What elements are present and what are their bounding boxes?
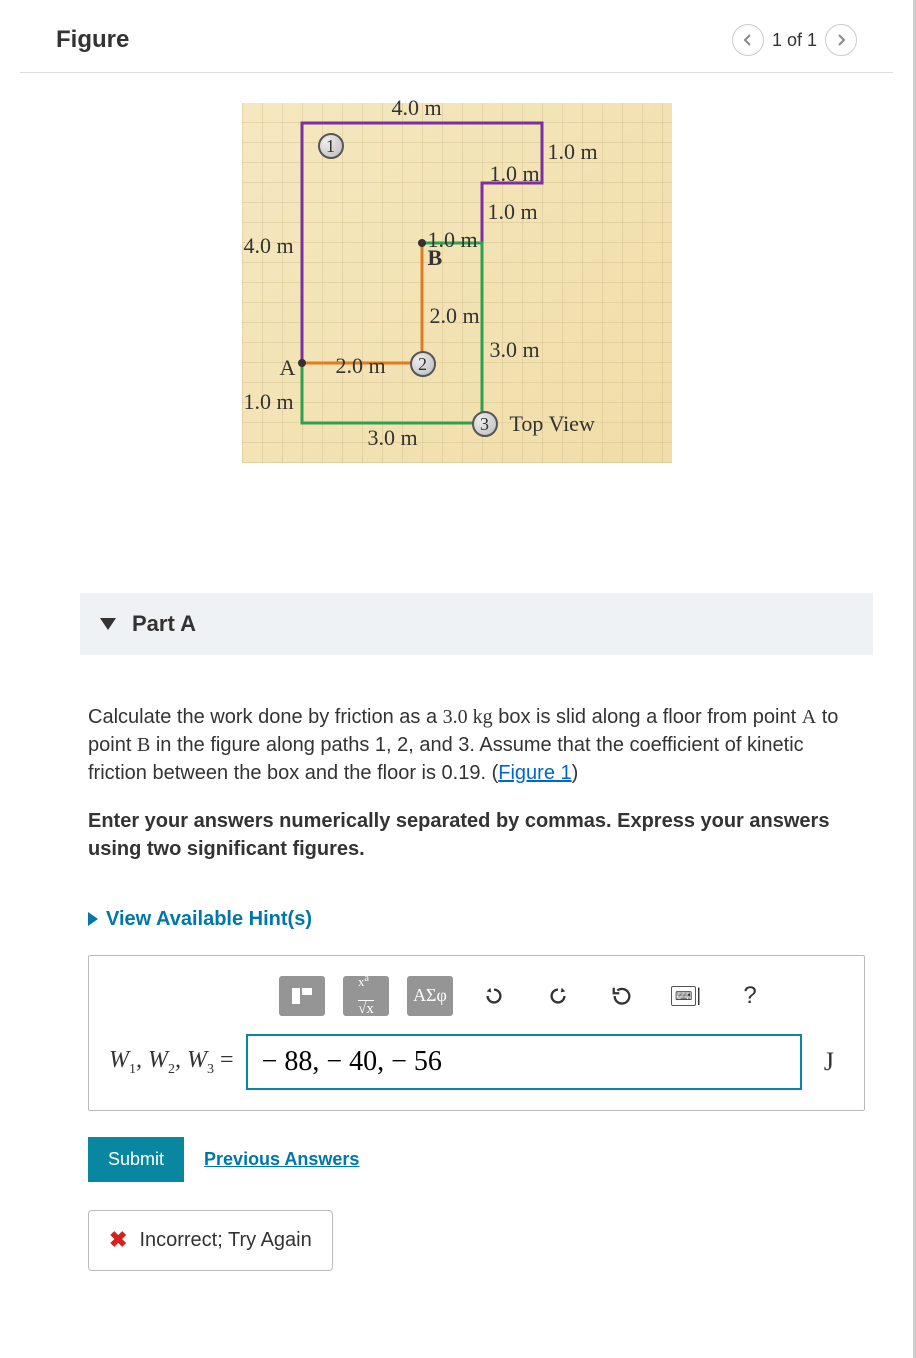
path-marker-3: 3 (472, 411, 498, 437)
path-marker-2: 2 (410, 351, 436, 377)
view-hints-toggle[interactable]: View Available Hint(s) (88, 905, 312, 933)
equation-toolbar: xa√x ΑΣφ ⌨ | ? (279, 976, 844, 1016)
hints-caret-icon (88, 912, 98, 926)
dim-step-v-1m: 1.0 m (488, 199, 538, 225)
part-a-body: Calculate the work done by friction as a… (80, 655, 873, 1279)
part-a-header[interactable]: Part A (80, 593, 873, 655)
prompt-mass: 3.0 kg (443, 706, 493, 728)
prompt-mid1: box is slid along a floor from point (498, 706, 802, 728)
tool-reset-icon[interactable] (599, 976, 645, 1016)
pager-prev-button[interactable] (732, 24, 764, 56)
dim-mid-2m-h: 2.0 m (336, 353, 386, 379)
answer-box: xa√x ΑΣφ ⌨ | ? (88, 955, 865, 1111)
dim-right-top-1m: 1.0 m (548, 139, 598, 165)
dim-left-1m: 1.0 m (244, 389, 294, 415)
path-marker-1: 1 (318, 133, 344, 159)
answer-unit: J (814, 1044, 844, 1080)
pager-text: 1 of 1 (772, 30, 817, 51)
figure-header: Figure 1 of 1 (20, 0, 893, 73)
tool-keyboard-icon[interactable]: ⌨ | (663, 976, 709, 1016)
diagram-svg (232, 93, 682, 473)
tool-fraction-icon[interactable]: xa√x (343, 976, 389, 1016)
dim-bottom-3m: 3.0 m (368, 425, 418, 451)
collapse-caret-icon (100, 618, 116, 630)
tool-template-icon[interactable] (279, 976, 325, 1016)
figure-link[interactable]: Figure 1 (498, 762, 571, 784)
previous-answers-link[interactable]: Previous Answers (204, 1147, 359, 1172)
hints-label: View Available Hint(s) (106, 905, 312, 933)
dim-step-h-1m: 1.0 m (490, 161, 540, 187)
problem-statement: Calculate the work done by friction as a… (88, 703, 865, 787)
answer-variable-label: W1, W2, W3 = (109, 1044, 234, 1079)
dim-left-4m: 4.0 m (244, 233, 294, 259)
part-a-title: Part A (132, 611, 196, 637)
submit-row: Submit Previous Answers (88, 1137, 865, 1182)
tool-undo-icon[interactable] (471, 976, 517, 1016)
part-a-section: Part A Calculate the work done by fricti… (80, 593, 873, 1279)
diagram: 1 2 3 4.0 m 4.0 m 1.0 m 1.0 m 1.0 m 1.0 … (232, 93, 682, 473)
answer-instruction: Enter your answers numerically separated… (88, 807, 865, 863)
figure-title: Figure (56, 26, 129, 54)
tool-redo-icon[interactable] (535, 976, 581, 1016)
dim-right-3m: 3.0 m (490, 337, 540, 363)
point-a-label: A (280, 355, 296, 381)
figure-body: 1 2 3 4.0 m 4.0 m 1.0 m 1.0 m 1.0 m 1.0 … (20, 73, 893, 593)
top-view-label: Top View (510, 411, 595, 437)
prompt-pre: Calculate the work done by friction as a (88, 706, 443, 728)
incorrect-x-icon: ✖ (109, 1225, 127, 1256)
path-3 (302, 243, 482, 423)
prompt-b: B (137, 734, 150, 756)
feedback-text: Incorrect; Try Again (139, 1226, 311, 1254)
answer-input[interactable] (246, 1034, 802, 1090)
point-b-dot (418, 239, 426, 247)
submit-button[interactable]: Submit (88, 1137, 184, 1182)
dim-top-4m: 4.0 m (392, 95, 442, 121)
path-2 (302, 243, 422, 363)
pager-next-button[interactable] (825, 24, 857, 56)
answer-row: W1, W2, W3 = J (109, 1034, 844, 1090)
tool-greek-button[interactable]: ΑΣφ (407, 976, 453, 1016)
prompt-end: ) (572, 762, 579, 784)
dim-mid-2m-v: 2.0 m (430, 303, 480, 329)
prompt-mid3: in the figure along paths 1, 2, and 3. A… (88, 734, 804, 784)
point-b-label: B (428, 245, 443, 271)
figure-pager: 1 of 1 (732, 24, 857, 56)
feedback-message: ✖ Incorrect; Try Again (88, 1210, 333, 1271)
point-a-dot (298, 359, 306, 367)
prompt-a: A (802, 706, 816, 728)
tool-help-icon[interactable]: ? (727, 976, 773, 1016)
